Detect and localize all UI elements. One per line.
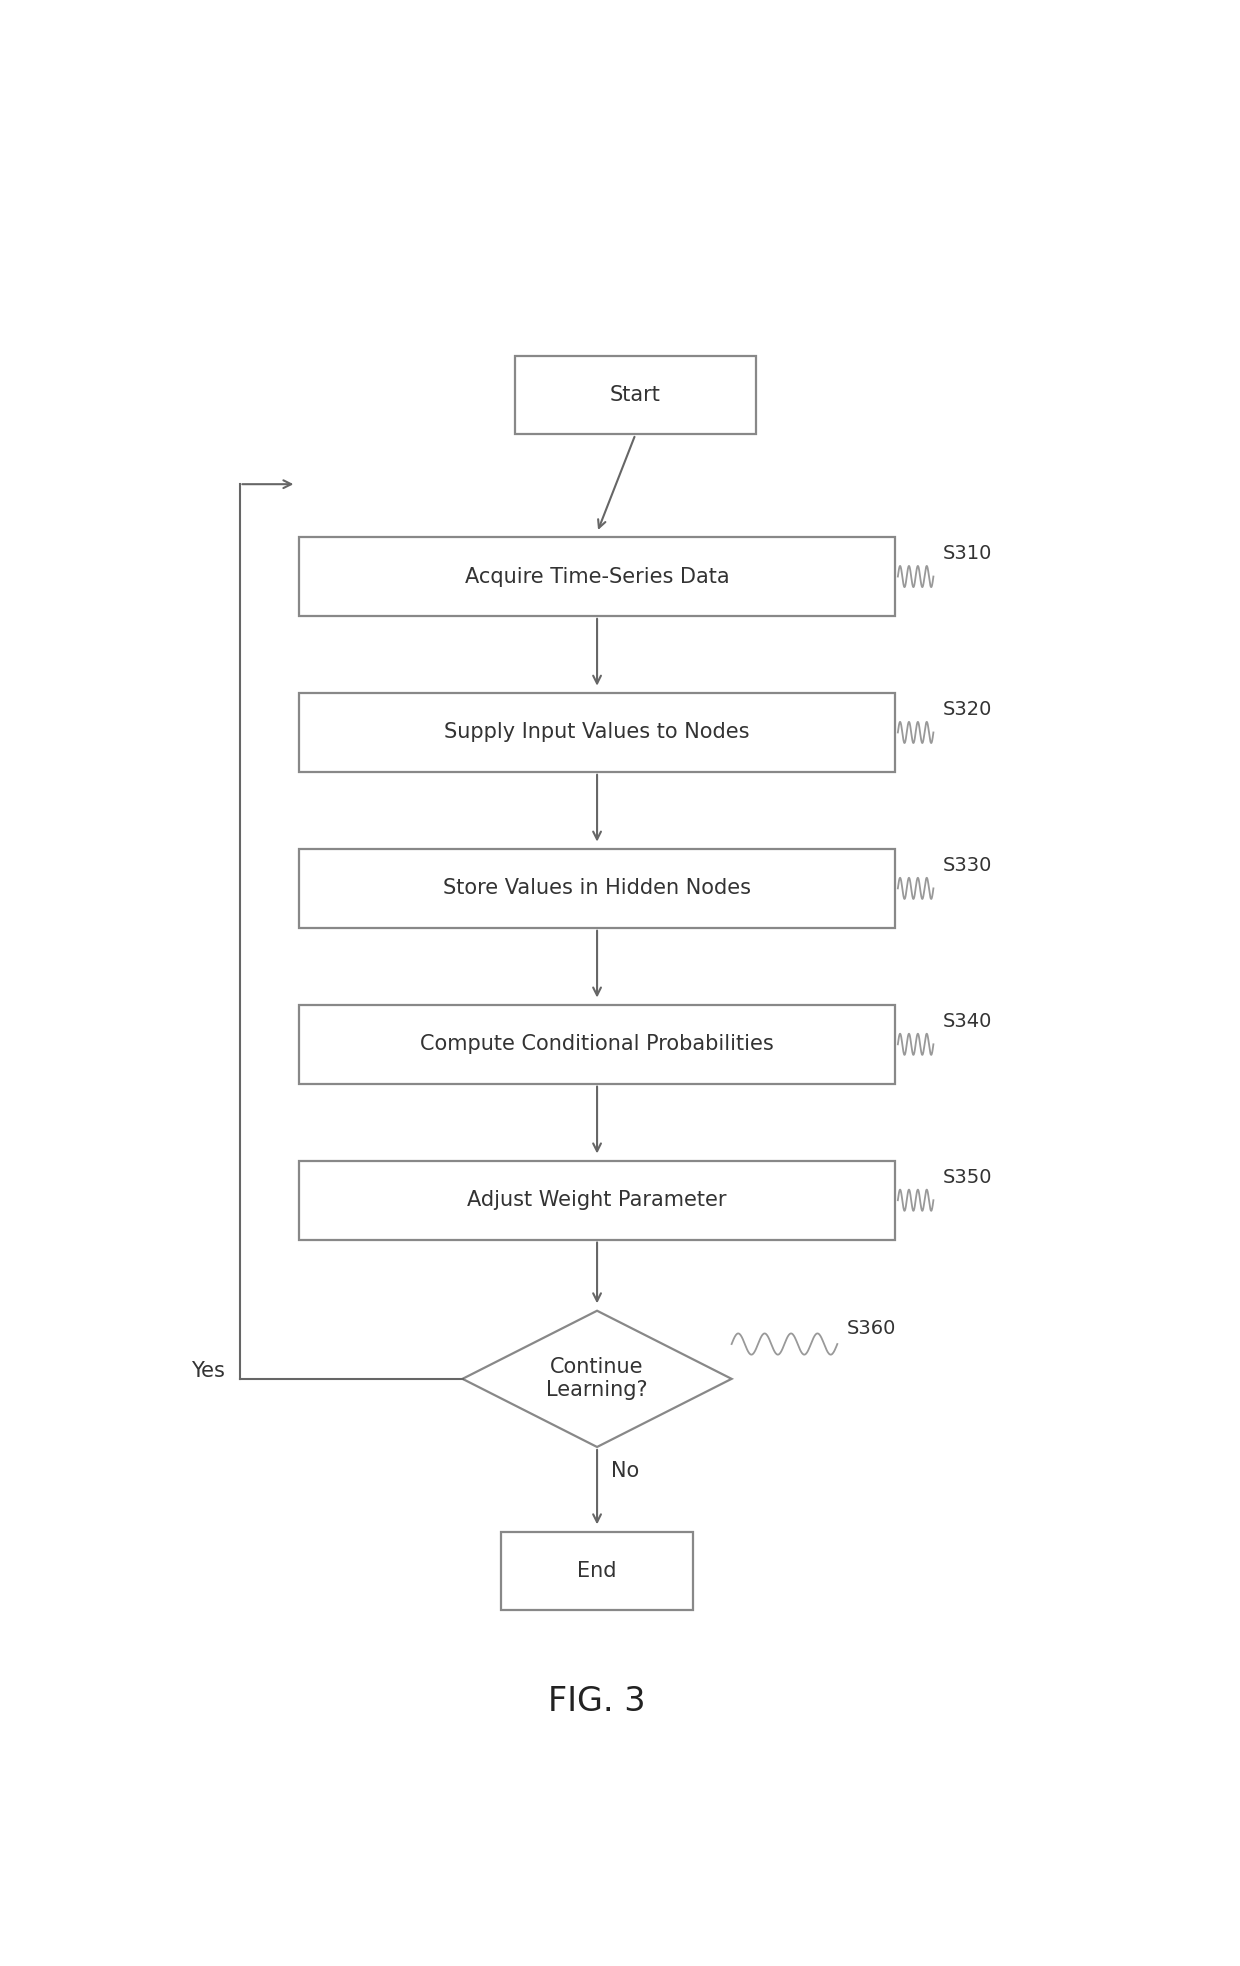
Bar <box>299 1160 895 1241</box>
Bar <box>501 1532 693 1610</box>
Text: S360: S360 <box>847 1319 897 1339</box>
Text: S340: S340 <box>942 1012 992 1030</box>
Polygon shape <box>463 1311 732 1447</box>
Text: Yes: Yes <box>191 1360 226 1382</box>
Bar <box>299 1005 895 1083</box>
Text: Acquire Time-Series Data: Acquire Time-Series Data <box>465 566 729 586</box>
Text: S330: S330 <box>942 855 992 875</box>
Text: No: No <box>611 1461 640 1480</box>
Text: Compute Conditional Probabilities: Compute Conditional Probabilities <box>420 1034 774 1054</box>
Text: Start: Start <box>610 385 661 405</box>
Text: S350: S350 <box>942 1168 992 1187</box>
Bar <box>299 537 895 615</box>
Text: S320: S320 <box>942 700 992 720</box>
Text: End: End <box>578 1561 616 1581</box>
Text: Supply Input Values to Nodes: Supply Input Values to Nodes <box>444 722 750 743</box>
Bar <box>299 849 895 928</box>
Text: Adjust Weight Parameter: Adjust Weight Parameter <box>467 1189 727 1211</box>
Text: Continue
Learning?: Continue Learning? <box>547 1357 647 1400</box>
Text: FIG. 3: FIG. 3 <box>548 1685 646 1718</box>
Bar <box>516 356 755 434</box>
Text: Store Values in Hidden Nodes: Store Values in Hidden Nodes <box>443 879 751 898</box>
Bar <box>299 694 895 773</box>
Text: S310: S310 <box>942 545 992 564</box>
